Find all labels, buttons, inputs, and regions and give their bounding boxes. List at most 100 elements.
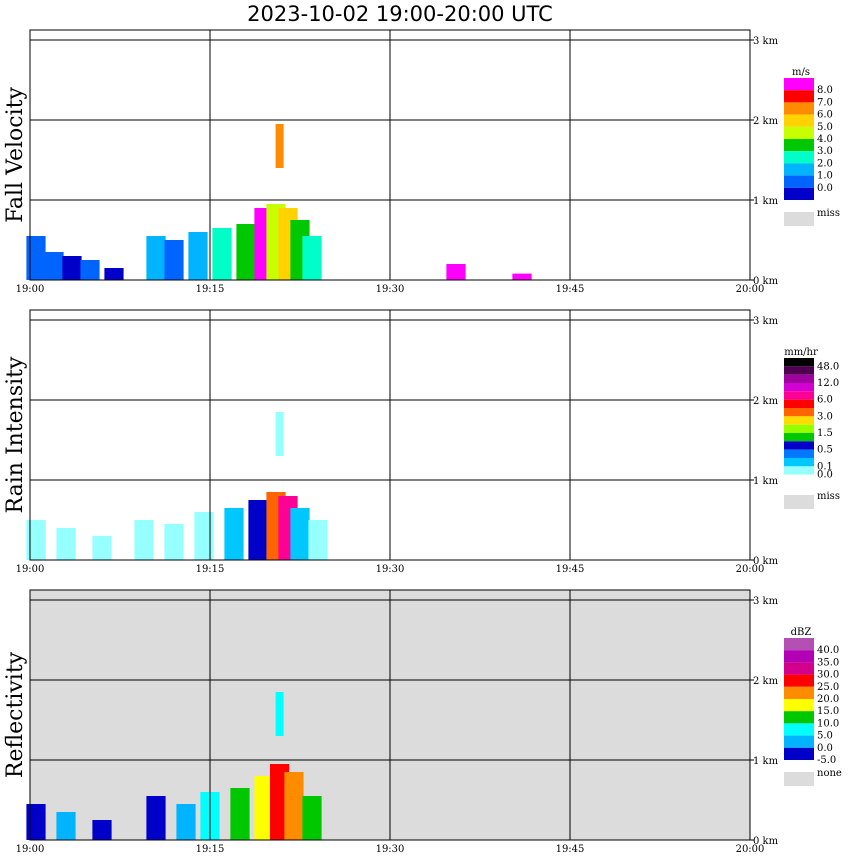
fall-velocity-legend-label-6: 2.0 — [817, 158, 833, 169]
reflectivity-ytick-1: 1 km — [753, 756, 779, 767]
reflectivity-legend-swatch-1 — [784, 650, 814, 663]
fall-velocity-legend-swatch-7 — [784, 163, 814, 176]
fall-velocity-echo-14 — [302, 236, 322, 280]
rain-intensity-ytick-3: 3 km — [753, 316, 779, 327]
fall-velocity-echo-5 — [146, 236, 166, 280]
rain-intensity-legend-swatch-7 — [784, 416, 814, 425]
reflectivity-legend-swatch-2 — [784, 662, 814, 675]
reflectivity-legend-swatch-8 — [784, 735, 814, 748]
reflectivity-legend-label-8: 0.0 — [817, 743, 833, 754]
fall-velocity-legend-swatch-6 — [784, 151, 814, 164]
reflectivity-xtick-2: 19:30 — [376, 844, 405, 855]
fall-velocity-xtick-1: 19:15 — [196, 284, 225, 295]
fall-velocity-ylabel: Fall Velocity — [3, 87, 28, 223]
fall-velocity-xtick-3: 19:45 — [556, 284, 585, 295]
rain-intensity-legend-label-10: 0.5 — [817, 445, 833, 456]
reflectivity-legend-label-3: 25.0 — [817, 682, 839, 693]
rain-intensity-echo-6 — [224, 508, 244, 560]
rain-intensity-echo-0 — [26, 520, 46, 560]
rain-intensity-xtick-3: 19:45 — [556, 564, 585, 575]
fall-velocity-legend-label-0: 8.0 — [817, 85, 833, 96]
rain-intensity-xtick-4: 20:00 — [736, 564, 765, 575]
rain-intensity-legend-swatch-8 — [784, 424, 814, 433]
fall-velocity-legend-swatch-0 — [784, 78, 814, 91]
fall-velocity-legend-label-5: 3.0 — [817, 146, 833, 157]
reflectivity-legend-label-6: 10.0 — [817, 718, 839, 729]
rain-intensity-xtick-0: 19:00 — [16, 564, 45, 575]
reflectivity-legend-label-9: -5.0 — [817, 755, 836, 766]
rain-intensity-echo-3 — [134, 520, 154, 560]
fall-velocity-ytick-2: 2 km — [753, 116, 779, 127]
reflectivity-legend-swatch-0 — [784, 638, 814, 651]
reflectivity-echo-0 — [26, 804, 46, 840]
reflectivity-echo-10 — [302, 796, 322, 840]
fall-velocity-legend-label-8: 0.0 — [817, 183, 833, 194]
reflectivity-echo-11 — [275, 692, 284, 736]
rain-intensity-echo-11 — [308, 520, 328, 560]
reflectivity-legend: dBZ 40.035.0 30.025.020.015.010.0 5.00.0-5.… — [784, 627, 842, 786]
reflectivity-echo-7 — [254, 776, 274, 840]
reflectivity-legend-label-2: 30.0 — [817, 670, 839, 681]
reflectivity-xtick-0: 19:00 — [16, 844, 45, 855]
fall-velocity-legend-label-3: 5.0 — [817, 122, 833, 133]
rain-intensity-xtick-1: 19:15 — [196, 564, 225, 575]
rain-intensity-legend-label-4: 6.0 — [817, 395, 833, 406]
reflectivity-echo-2 — [92, 820, 112, 840]
fall-velocity-echo-6 — [164, 240, 184, 280]
rain-intensity-echo-2 — [92, 536, 112, 560]
rain-intensity-echo-10 — [290, 508, 310, 560]
reflectivity-legend-swatch-5 — [784, 699, 814, 712]
rain-intensity-legend-swatch-12 — [784, 458, 814, 467]
fall-velocity-xtick-0: 19:00 — [16, 284, 45, 295]
fall-velocity-legend-unit: m/s — [792, 67, 810, 78]
rain-intensity-legend-label-13: 0.0 — [817, 470, 833, 481]
rain-intensity-ytick-0: 0 km — [753, 556, 779, 567]
fall-velocity-ytick-1: 1 km — [753, 196, 779, 207]
rain-intensity-legend-label-8: 1.5 — [817, 428, 833, 439]
fall-velocity-legend-swatch-3 — [784, 114, 814, 127]
rain-intensity-legend-swatch-14 — [784, 474, 814, 483]
reflectivity-legend-swatch-7 — [784, 723, 814, 736]
chart-title: 2023-10-02 19:00-20:00 UTC — [247, 2, 553, 26]
reflectivity-legend-label-5: 15.0 — [817, 706, 839, 717]
reflectivity-panel: 19:00 19:15 19:30 19:45 20:000 km 1 km 2 km 3 k… — [3, 589, 779, 855]
fall-velocity-legend-swatch-5 — [784, 139, 814, 152]
reflectivity-ytick-0: 0 km — [753, 836, 779, 847]
rain-intensity-legend-swatch-9 — [784, 433, 814, 442]
fall-velocity-legend-swatch-8 — [784, 175, 814, 188]
rain-intensity-ytick-1: 1 km — [753, 476, 779, 487]
rain-intensity-legend-unit: mm/hr — [784, 347, 818, 358]
rain-intensity-legend-swatch-1 — [784, 366, 814, 375]
fall-velocity-echo-8 — [212, 228, 232, 280]
fall-velocity-echo-9 — [236, 224, 256, 280]
rain-intensity-echo-1 — [56, 528, 76, 560]
fall-velocity-panel: 19:00 19:15 19:30 19:45 20:000 km 1 km 2 km 3 k… — [3, 29, 779, 295]
rain-intensity-legend-swatch-4 — [784, 391, 814, 400]
rain-intensity-legend-label-2: 12.0 — [817, 378, 839, 389]
rain-intensity-xtick-2: 19:30 — [376, 564, 405, 575]
reflectivity-legend-missing-label: none — [817, 768, 842, 779]
rain-intensity-legend-swatch-2 — [784, 374, 814, 383]
fall-velocity-echo-16 — [446, 264, 466, 280]
rain-intensity-legend-swatch-6 — [784, 408, 814, 417]
rain-intensity-panel: 19:00 19:15 19:30 19:45 20:000 km 1 km 2 km 3 k… — [3, 309, 779, 575]
rain-intensity-legend-swatch-5 — [784, 399, 814, 408]
rain-intensity-ylabel: Rain Intensity — [3, 356, 28, 513]
rain-intensity-legend-swatch-11 — [784, 449, 814, 458]
rain-intensity-echo-12 — [275, 412, 284, 456]
reflectivity-ytick-3: 3 km — [753, 596, 779, 607]
reflectivity-legend-missing-swatch — [784, 772, 814, 786]
fall-velocity-legend-label-1: 7.0 — [817, 97, 833, 108]
reflectivity-legend-swatch-4 — [784, 686, 814, 699]
reflectivity-echo-3 — [146, 796, 166, 840]
reflectivity-echo-4 — [176, 804, 196, 840]
reflectivity-legend-swatch-6 — [784, 711, 814, 724]
fall-velocity-echo-2 — [62, 256, 82, 280]
reflectivity-legend-swatch-3 — [784, 674, 814, 687]
rain-intensity-legend-missing-swatch — [784, 495, 814, 509]
rain-intensity-legend-swatch-3 — [784, 383, 814, 392]
reflectivity-legend-label-0: 40.0 — [817, 645, 839, 656]
rain-intensity-legend-label-0: 48.0 — [817, 361, 839, 372]
reflectivity-legend-label-4: 20.0 — [817, 694, 839, 705]
fall-velocity-echo-3 — [80, 260, 100, 280]
